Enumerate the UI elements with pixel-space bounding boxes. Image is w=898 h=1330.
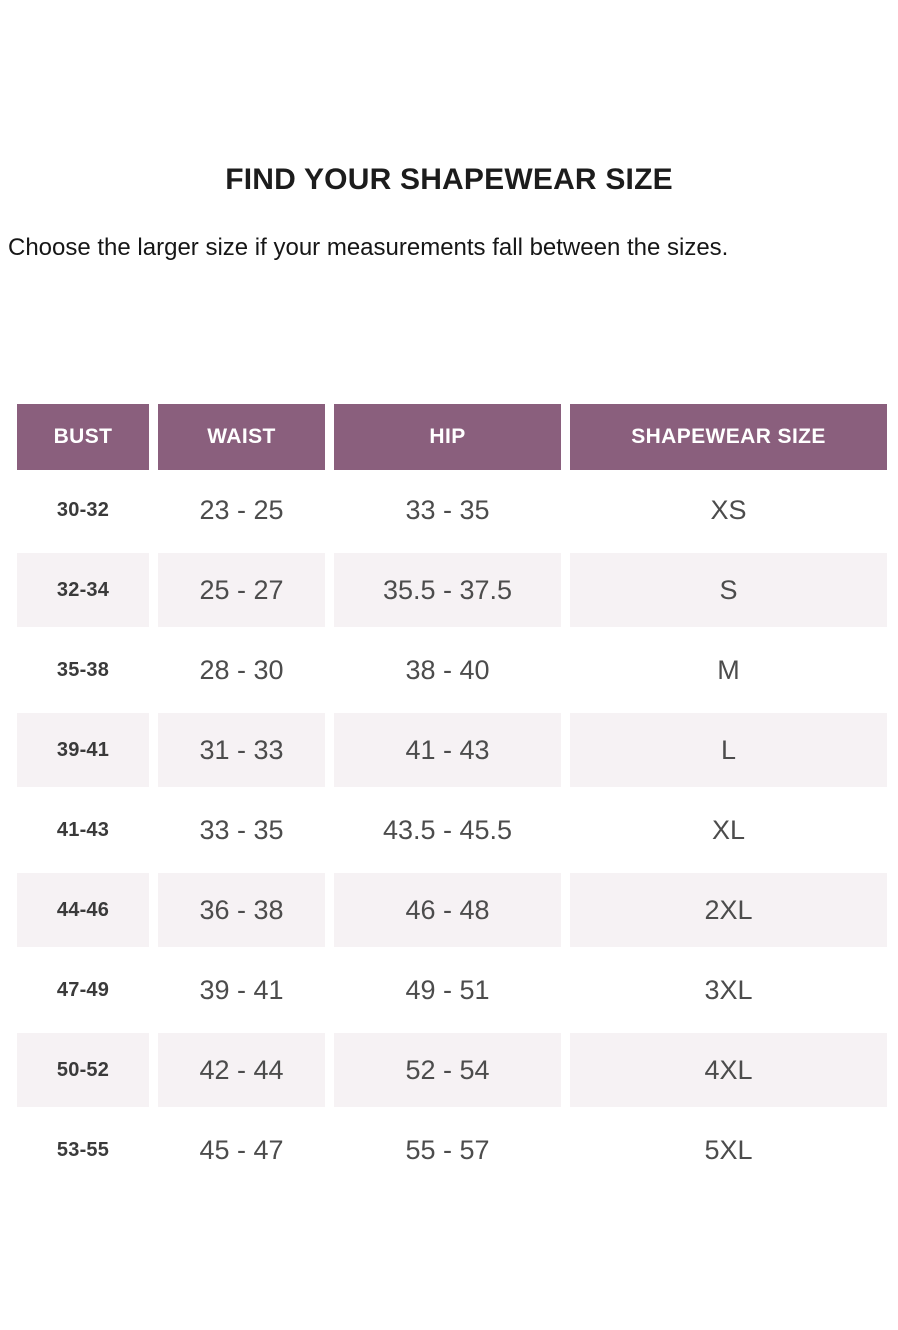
bust-cell: 32-34 xyxy=(17,553,149,627)
size-cell: 2XL xyxy=(570,873,887,947)
bust-cell: 53-55 xyxy=(56,1138,110,1161)
size-chart-table: BUST WAIST HIP SHAPEWEAR SIZE 30-32 23 -… xyxy=(17,404,888,1190)
table-row: 50-52 42 - 44 52 - 54 4XL xyxy=(17,1030,888,1110)
size-guide-note: Choose the larger size if your measureme… xyxy=(8,234,729,261)
table-row: 32-34 25 - 27 35.5 - 37.5 S xyxy=(17,550,888,630)
table-row: 44-46 36 - 38 46 - 48 2XL xyxy=(17,870,888,950)
size-cell: S xyxy=(570,553,887,627)
bust-cell: 44-46 xyxy=(17,873,149,947)
waist-cell: 23 - 25 xyxy=(199,494,284,525)
bust-cell: 41-43 xyxy=(56,818,110,841)
bust-cell: 50-52 xyxy=(17,1033,149,1107)
hip-cell: 41 - 43 xyxy=(334,713,561,787)
column-header-shapewear-size: SHAPEWEAR SIZE xyxy=(570,404,887,470)
hip-cell: 38 - 40 xyxy=(405,654,490,685)
waist-cell: 36 - 38 xyxy=(158,873,325,947)
size-cell: 4XL xyxy=(570,1033,887,1107)
table-row: 39-41 31 - 33 41 - 43 L xyxy=(17,710,888,790)
waist-cell: 42 - 44 xyxy=(158,1033,325,1107)
table-row: 47-49 39 - 41 49 - 51 3XL xyxy=(17,950,888,1030)
table-row: 35-38 28 - 30 38 - 40 M xyxy=(17,630,888,710)
column-header-hip: HIP xyxy=(334,404,561,470)
size-cell: XL xyxy=(711,814,746,845)
waist-cell: 45 - 47 xyxy=(199,1134,284,1165)
size-cell: M xyxy=(717,654,740,685)
bust-cell: 35-38 xyxy=(56,658,110,681)
hip-cell: 46 - 48 xyxy=(334,873,561,947)
table-row: 30-32 23 - 25 33 - 35 XS xyxy=(17,470,888,550)
waist-cell: 39 - 41 xyxy=(199,974,284,1005)
table-row: 53-55 45 - 47 55 - 57 5XL xyxy=(17,1110,888,1190)
hip-cell: 33 - 35 xyxy=(405,494,490,525)
table-header-row: BUST WAIST HIP SHAPEWEAR SIZE xyxy=(17,404,888,470)
column-header-waist: WAIST xyxy=(158,404,325,470)
bust-cell: 30-32 xyxy=(56,498,110,521)
hip-cell: 52 - 54 xyxy=(334,1033,561,1107)
hip-cell: 55 - 57 xyxy=(405,1134,490,1165)
page-title: FIND YOUR SHAPEWEAR SIZE xyxy=(225,163,673,196)
hip-cell: 43.5 - 45.5 xyxy=(382,814,513,845)
column-header-bust: BUST xyxy=(17,404,149,470)
waist-cell: 31 - 33 xyxy=(158,713,325,787)
bust-cell: 47-49 xyxy=(56,978,110,1001)
bust-cell: 39-41 xyxy=(17,713,149,787)
size-cell: L xyxy=(570,713,887,787)
size-cell: XS xyxy=(710,494,747,525)
size-cell: 5XL xyxy=(704,1134,753,1165)
waist-cell: 25 - 27 xyxy=(158,553,325,627)
waist-cell: 28 - 30 xyxy=(199,654,284,685)
table-row: 41-43 33 - 35 43.5 - 45.5 XL xyxy=(17,790,888,870)
hip-cell: 49 - 51 xyxy=(405,974,490,1005)
size-cell: 3XL xyxy=(704,974,753,1005)
waist-cell: 33 - 35 xyxy=(199,814,284,845)
hip-cell: 35.5 - 37.5 xyxy=(334,553,561,627)
